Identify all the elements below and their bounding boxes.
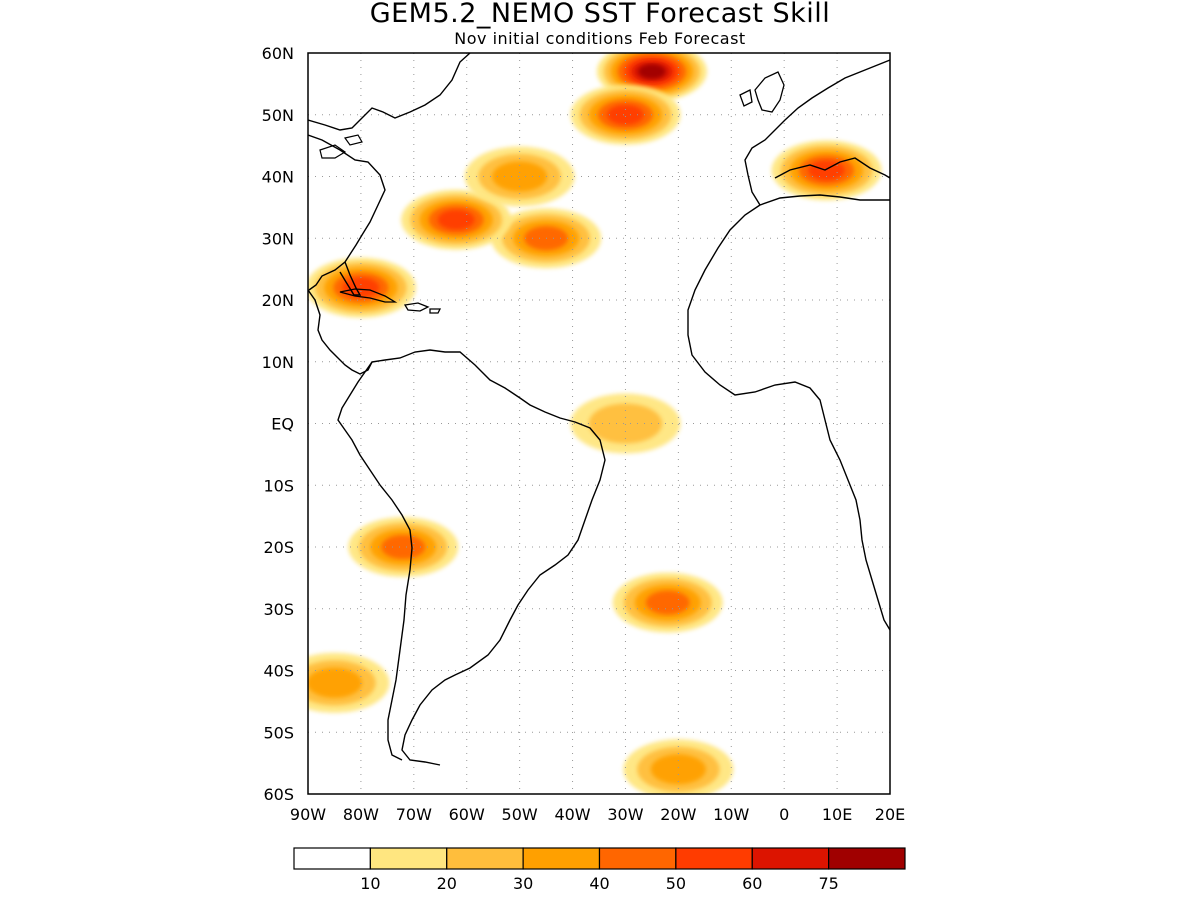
great-lakes-coast <box>319 134 363 159</box>
map-frame <box>307 52 891 795</box>
lon-label: 40W <box>554 805 590 824</box>
lon-label: 20W <box>660 805 696 824</box>
colorbar-label: 75 <box>818 874 838 893</box>
lon-label: 60W <box>449 805 485 824</box>
lon-label: 10E <box>822 805 852 824</box>
colorbar-label: 50 <box>666 874 686 893</box>
lat-label: 30N <box>262 229 294 248</box>
lat-label: 10S <box>263 476 294 495</box>
lat-label: 20N <box>262 291 294 310</box>
colorbar-swatch <box>446 847 524 870</box>
africa-coast <box>687 194 890 631</box>
skill-contour <box>308 667 362 698</box>
lon-label: 90W <box>290 805 326 824</box>
lat-label: 30S <box>263 600 294 619</box>
north-america-coast <box>308 53 471 291</box>
map-subtitle: Nov initial conditions Feb Forecast <box>454 29 746 48</box>
lat-label: 60N <box>262 44 294 63</box>
lat-label: EQ <box>271 415 294 434</box>
colorbar-swatch <box>598 847 677 870</box>
skill-field <box>308 53 882 794</box>
central-america-coast <box>308 289 373 375</box>
lat-label: 60S <box>263 785 294 804</box>
british-isles-coast <box>754 71 785 113</box>
skill-contour <box>638 64 666 80</box>
lon-label: 0 <box>779 805 789 824</box>
lon-label: 80W <box>343 805 379 824</box>
lon-label: 20E <box>875 805 905 824</box>
cuba-coast <box>339 288 398 303</box>
coastlines <box>308 53 890 766</box>
puerto-rico-coast <box>429 308 442 314</box>
colorbar-swatch <box>369 847 448 870</box>
lat-label: 50S <box>263 723 294 742</box>
lat-label: 10N <box>262 353 294 372</box>
lat-label: 20S <box>263 538 294 557</box>
colorbar: 10 20 30 40 50 60 75 <box>293 847 906 893</box>
longitude-labels: 90W 80W 70W 60W 50W 40W 30W 20W 10W 0 10E 20E <box>290 805 905 824</box>
colorbar-label: 60 <box>742 874 762 893</box>
skill-contour <box>492 161 548 192</box>
lon-label: 10W <box>713 805 749 824</box>
lon-label: 30W <box>607 805 643 824</box>
colorbar-label: 10 <box>360 874 380 893</box>
skill-contour <box>650 754 706 785</box>
skill-contour <box>607 104 644 125</box>
lat-label: 50N <box>262 106 294 125</box>
latitude-labels: 60N 50N 40N 30N 20N 10N EQ 10S 20S 30S 40S 50S 60S <box>262 44 294 804</box>
ireland-coast <box>739 89 753 107</box>
colorbar-swatch <box>751 847 830 870</box>
colorbar-swatch <box>675 847 753 870</box>
skill-contour <box>437 209 475 230</box>
europe-coast <box>744 59 890 206</box>
lat-label: 40N <box>262 168 294 187</box>
map-title: GEM5.2_NEMO SST Forecast Skill <box>369 0 831 29</box>
colorbar-swatch <box>522 847 601 870</box>
lon-label: 50W <box>502 805 538 824</box>
colorbar-swatch <box>828 847 906 870</box>
skill-contour <box>588 403 663 444</box>
florida-coast <box>339 261 362 296</box>
skill-contour <box>808 160 845 181</box>
colorbar-label: 20 <box>437 874 457 893</box>
colorbar-label: 40 <box>589 874 609 893</box>
skill-contour <box>381 535 426 559</box>
colorbar-label: 30 <box>513 874 533 893</box>
hispaniola-coast <box>403 302 430 312</box>
lon-label: 70W <box>396 805 432 824</box>
south-america-coast <box>337 349 606 766</box>
lat-label: 40S <box>263 662 294 681</box>
skill-contour <box>645 590 690 615</box>
colorbar-swatch <box>293 847 371 870</box>
